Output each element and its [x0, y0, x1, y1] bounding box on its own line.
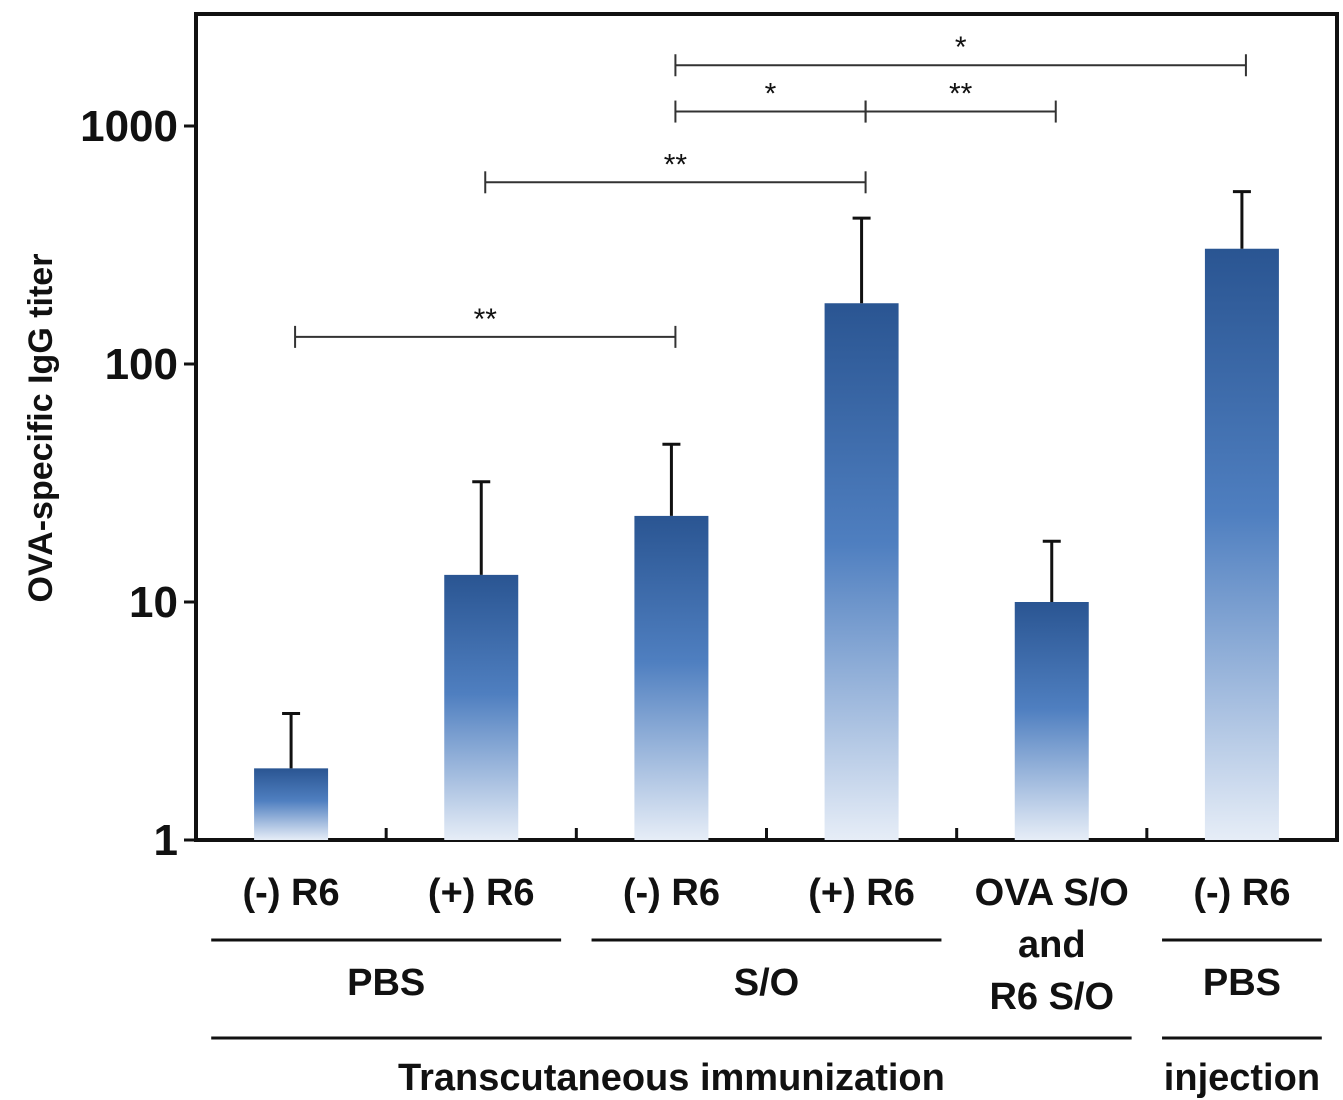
- x-category-label: (-) R6: [623, 872, 720, 914]
- x-category-label: (+) R6: [808, 872, 915, 914]
- significance-label: **: [474, 303, 498, 336]
- significance-label: *: [955, 31, 967, 64]
- significance-brackets: ***** ***: [294, 31, 1247, 348]
- route-group-label: Transcutaneous immunization: [398, 1057, 945, 1099]
- route-group-label: injection: [1164, 1057, 1320, 1099]
- bars: [254, 190, 1279, 841]
- y-axis-label: OVA-specific IgG titer: [22, 254, 60, 603]
- y-tick-label: 10: [129, 578, 178, 627]
- bar: [254, 768, 329, 840]
- vehicle-group-label: S/O: [734, 962, 799, 1004]
- x-category-label: (-) R6: [243, 872, 340, 914]
- bar: [634, 515, 709, 840]
- x-category-label: (+) R6: [428, 872, 535, 914]
- significance-label: **: [664, 148, 688, 181]
- bar: [1204, 248, 1279, 840]
- bar: [1014, 602, 1089, 840]
- group-labels: PBS S/O PBS Transcutaneous immunization inje…: [211, 938, 1322, 1099]
- x-axis-categories: (-) R6 (+) R6 (-) R6 (+) R6 OVA S/O and R6 S/O…: [243, 828, 1290, 1018]
- y-tick-label: 1: [154, 816, 178, 865]
- x-category-label: (-) R6: [1193, 872, 1290, 914]
- x-category-label: and: [1018, 924, 1086, 966]
- significance-label: *: [765, 78, 777, 111]
- y-axis-ticks: 1 10 100 1000: [80, 102, 196, 865]
- significance-label: **: [949, 78, 973, 111]
- x-category-label: R6 S/O: [989, 976, 1114, 1018]
- plot-frame: [194, 12, 1339, 842]
- x-category-label: OVA S/O: [975, 872, 1129, 914]
- bar: [824, 303, 899, 841]
- vehicle-group-label: PBS: [347, 962, 425, 1004]
- bar: [444, 574, 519, 840]
- y-tick-label: 1000: [80, 102, 178, 151]
- vehicle-group-label: PBS: [1203, 962, 1281, 1004]
- y-tick-label: 100: [105, 340, 178, 389]
